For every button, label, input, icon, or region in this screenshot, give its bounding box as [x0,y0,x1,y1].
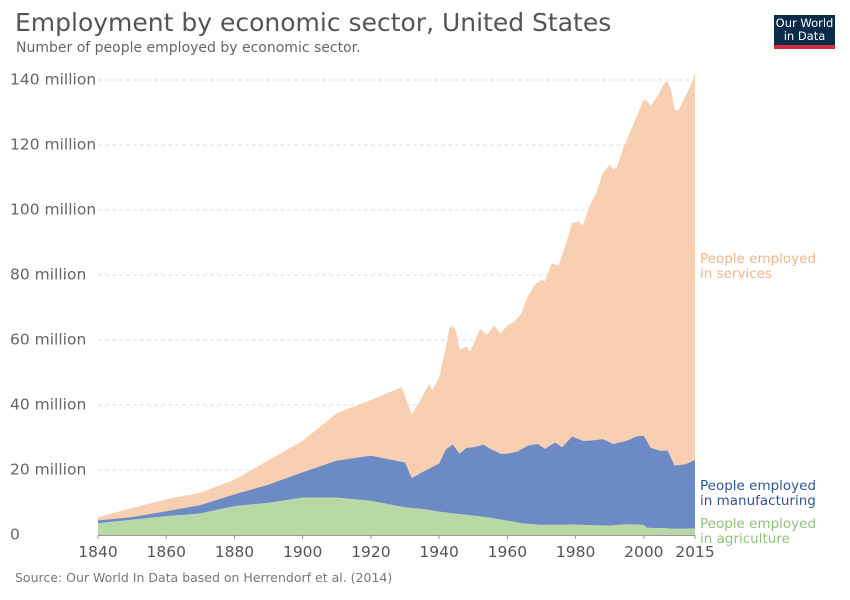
series-label-manufacturing: People employed in manufacturing [700,478,816,509]
series-label-line-agriculture-1: in agriculture [700,531,790,547]
y-tick-label-3: 60 million [10,331,86,349]
area-manufacturing [98,435,695,529]
chart-subtitle: Number of people employed by economic se… [16,40,361,56]
y-tick-label-7: 140 million [10,71,96,89]
owid-logo[interactable]: Our World in Data [774,15,835,49]
series-label-line-services-1: in services [700,266,772,282]
area-agriculture [98,497,695,535]
y-tick-label-2: 40 million [10,396,86,414]
series-label-line-agriculture-0: People employed [700,516,816,532]
x-tick-label-6: 1960 [488,543,527,561]
logo-line-2: in Data [783,29,826,43]
y-tick-label-4: 80 million [10,266,86,284]
x-axis-ticks: 1840 1860 1880 1900 1920 1940 1960 1980 2000 2015 [78,535,715,561]
area-services [98,73,695,521]
x-tick-label-4: 1920 [351,543,390,561]
x-tick-label-0: 1840 [78,543,117,561]
y-tick-label-5: 100 million [10,201,96,219]
series-label-services: People employed in services [700,251,816,282]
source-note: Source: Our World In Data based on Herre… [15,570,393,585]
y-axis-ticks: 0 20 million 40 million 60 million 80 millio… [10,71,96,544]
stacked-areas [98,73,695,535]
series-label-line-manufacturing-1: in manufacturing [700,493,816,509]
series-label-line-manufacturing-0: People employed [700,478,816,494]
logo-line-1: Our World [775,16,834,30]
x-tick-label-3: 1900 [283,543,322,561]
chart-title: Employment by economic sector, United St… [15,8,612,37]
y-tick-label-1: 20 million [10,461,86,479]
x-tick-label-9: 2015 [675,543,714,561]
x-tick-label-8: 2000 [624,543,663,561]
x-tick-label-2: 1880 [215,543,254,561]
series-label-line-services-0: People employed [700,251,816,267]
series-label-agriculture: People employed in agriculture [700,516,816,547]
x-tick-label-7: 1980 [556,543,595,561]
x-tick-label-1: 1860 [147,543,186,561]
x-tick-label-5: 1940 [419,543,458,561]
y-tick-label-6: 120 million [10,136,96,154]
y-tick-label-0: 0 [10,526,20,544]
